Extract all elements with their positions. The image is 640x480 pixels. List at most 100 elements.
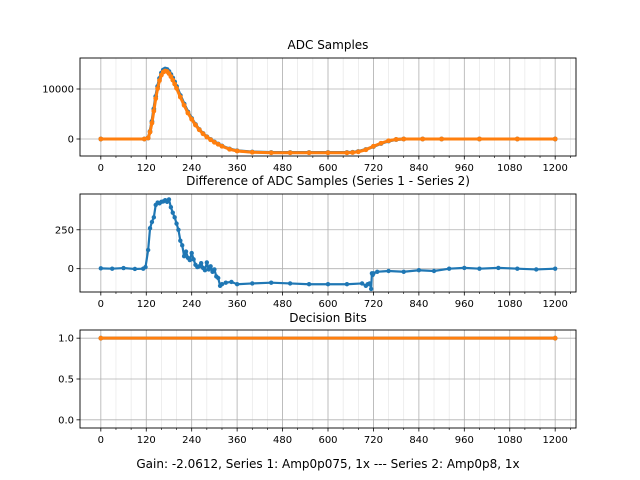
data-point xyxy=(386,268,391,274)
data-point xyxy=(439,136,444,142)
data-point xyxy=(416,268,422,273)
data-point xyxy=(249,149,255,155)
data-point xyxy=(552,335,558,341)
data-point xyxy=(174,221,179,226)
data-point xyxy=(306,150,312,156)
x-tick-label: 600 xyxy=(318,435,337,446)
x-tick-label: 720 xyxy=(364,299,383,310)
data-point xyxy=(462,265,467,271)
x-tick-label: 1080 xyxy=(497,299,522,310)
data-point xyxy=(219,143,225,149)
data-point xyxy=(234,148,240,154)
x-tick-label: 720 xyxy=(364,163,383,174)
data-point xyxy=(386,138,391,144)
data-point xyxy=(202,268,208,273)
data-point xyxy=(187,257,193,263)
data-point xyxy=(325,150,331,156)
data-point xyxy=(170,77,176,83)
series-series-2 xyxy=(98,68,558,156)
data-point xyxy=(401,269,406,274)
data-point xyxy=(204,134,210,140)
data-point xyxy=(552,266,558,271)
data-point xyxy=(174,85,179,91)
data-point xyxy=(208,137,214,143)
data-point xyxy=(223,280,228,285)
data-point xyxy=(367,281,372,286)
data-point xyxy=(168,205,174,210)
x-tick-label: 960 xyxy=(455,299,474,310)
data-point xyxy=(515,266,520,271)
x-tick-label: 960 xyxy=(455,435,474,446)
x-tick-label: 120 xyxy=(137,435,156,446)
x-tick-label: 1080 xyxy=(497,435,522,446)
figure-caption: Gain: -2.0612, Series 1: Amp0p075, 1x --… xyxy=(136,457,519,471)
data-point xyxy=(177,94,183,100)
decision-bits-chart: 0 120 240 360 480 600 720 840 960 1080 1200 0.0 0.5 1… xyxy=(58,311,577,446)
x-tick-label: 0 xyxy=(98,163,104,174)
x-tick-label: 1200 xyxy=(542,299,567,310)
chart-title: ADC Samples xyxy=(288,38,369,52)
x-tick-label: 360 xyxy=(228,435,247,446)
x-tick-label: 1200 xyxy=(542,435,567,446)
data-point xyxy=(306,282,312,287)
data-point xyxy=(145,135,151,141)
x-tick-label: 720 xyxy=(364,435,383,446)
data-point xyxy=(200,131,206,137)
chart-title: Difference of ADC Samples (Series 1 - Se… xyxy=(186,174,470,188)
data-point xyxy=(378,140,384,146)
data-point xyxy=(168,74,174,79)
x-tick-label: 1080 xyxy=(497,163,522,174)
data-point xyxy=(287,281,293,286)
data-point xyxy=(534,267,539,272)
x-tick-label: 600 xyxy=(318,299,337,310)
y-tick-label: 0.0 xyxy=(58,415,74,426)
data-point xyxy=(196,127,202,133)
data-point xyxy=(98,266,104,271)
data-point xyxy=(109,266,115,271)
x-tick-label: 840 xyxy=(409,299,428,310)
y-tick-label: 0 xyxy=(68,264,74,275)
data-point xyxy=(151,108,157,114)
x-tick-label: 240 xyxy=(182,435,201,446)
data-point xyxy=(132,266,138,272)
data-point xyxy=(98,136,104,142)
data-point xyxy=(371,271,376,276)
data-point xyxy=(149,120,155,126)
data-point xyxy=(212,267,217,272)
data-point xyxy=(431,268,437,274)
data-point xyxy=(204,260,210,265)
data-point xyxy=(268,150,274,156)
data-point xyxy=(143,264,148,270)
data-point xyxy=(183,249,189,254)
data-point xyxy=(371,143,376,149)
x-tick-label: 120 xyxy=(137,299,156,310)
x-tick-label: 840 xyxy=(409,163,428,174)
x-tick-label: 360 xyxy=(228,299,247,310)
y-tick-label: 10000 xyxy=(42,85,74,96)
data-point xyxy=(250,281,255,286)
x-tick-label: 1200 xyxy=(542,163,567,174)
difference-chart: 0 120 240 360 480 600 720 840 960 1080 1200 0 250 Dif… xyxy=(55,174,577,310)
chart-title: Decision Bits xyxy=(289,311,366,325)
data-point xyxy=(344,150,350,156)
data-point xyxy=(344,282,350,287)
data-point xyxy=(287,150,293,156)
data-point xyxy=(170,210,175,215)
data-point xyxy=(153,96,159,101)
data-point xyxy=(147,129,153,135)
data-point xyxy=(514,136,520,142)
data-point xyxy=(496,265,501,271)
adc-samples-chart: 0 120 240 360 480 600 720 840 960 1080 1200 0 10000 A… xyxy=(42,38,577,174)
data-point xyxy=(166,197,172,202)
data-point xyxy=(149,219,155,225)
data-point xyxy=(155,86,161,91)
data-point xyxy=(227,146,232,152)
x-tick-label: 240 xyxy=(182,163,201,174)
grid xyxy=(80,330,576,428)
x-tick-label: 0 xyxy=(98,299,104,310)
data-point xyxy=(325,282,331,287)
data-point xyxy=(172,215,177,220)
y-tick-label: 0.5 xyxy=(58,375,74,386)
data-point xyxy=(219,282,225,287)
data-point xyxy=(193,122,198,128)
